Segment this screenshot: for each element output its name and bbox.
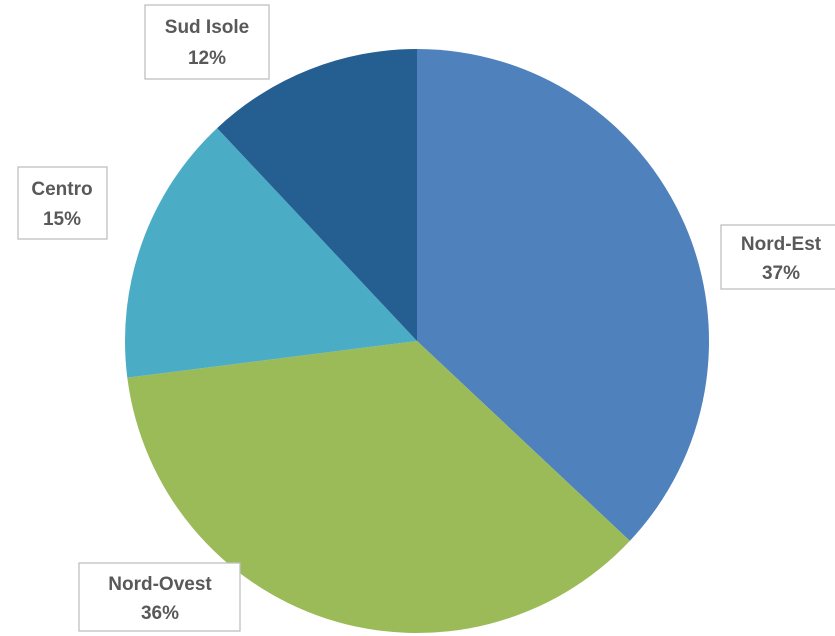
pie-slice-sud-isole bbox=[217, 49, 417, 341]
data-label-nord-ovest: Nord-Ovest 36% bbox=[78, 562, 241, 632]
data-label-centro: Centro 15% bbox=[17, 166, 108, 240]
pie-slices bbox=[124, 49, 710, 634]
pie-slice-nord-est bbox=[417, 49, 710, 541]
data-label-percent: 37% bbox=[762, 263, 800, 284]
data-label-percent: 15% bbox=[43, 209, 81, 230]
pie-slice-centro bbox=[124, 128, 417, 378]
data-label-sud-isole: Sud Isole 12% bbox=[144, 4, 270, 80]
data-label-name: Nord-Est bbox=[741, 234, 822, 255]
data-label-name: Centro bbox=[31, 179, 92, 200]
data-label-name: Nord-Ovest bbox=[108, 574, 212, 595]
data-label-percent: 36% bbox=[141, 603, 179, 624]
data-label-percent: 12% bbox=[188, 48, 226, 69]
data-label-nord-est: Nord-Est 37% bbox=[720, 224, 835, 290]
data-label-name: Sud Isole bbox=[165, 17, 249, 38]
pie-slice-nord-ovest bbox=[127, 341, 630, 634]
